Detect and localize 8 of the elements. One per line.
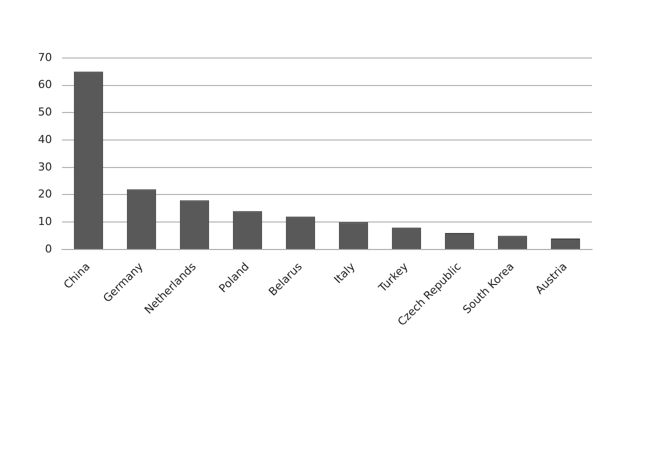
y-tick-label: 70 [38, 50, 52, 64]
y-tick-label: 50 [38, 106, 52, 119]
y-tick-label: 40 [38, 132, 52, 146]
y-tick-label: 0 [44, 242, 52, 256]
y-tick-label: 10 [38, 214, 52, 228]
y-tick-label: 60 [38, 78, 52, 92]
y-tick-label: 30 [38, 160, 52, 174]
y-tick-label: 20 [38, 188, 52, 201]
